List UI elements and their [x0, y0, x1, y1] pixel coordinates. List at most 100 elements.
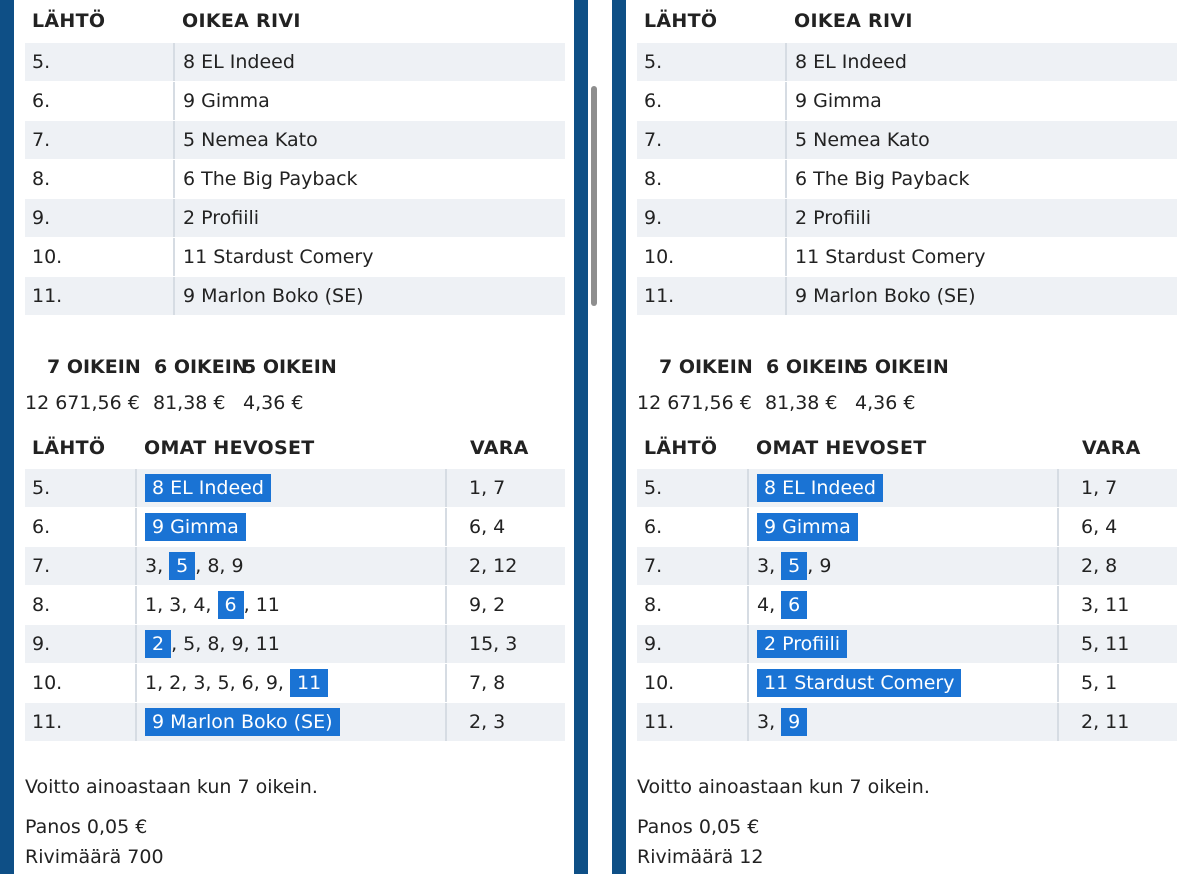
race-number: 8. — [644, 594, 663, 616]
selected-horses: 3, 5, 8, 9 — [135, 547, 445, 585]
race-number: 11. — [32, 285, 63, 307]
own-table-row: 9. 2, 5, 8, 9, 11 15, 3 — [25, 625, 565, 663]
race-number: 8. — [32, 594, 51, 616]
reserve-horses: 1, 7 — [445, 469, 505, 507]
own-table-row: 5. 8 EL Indeed 1, 7 — [25, 469, 565, 507]
selected-horses: 9 Marlon Boko (SE) — [135, 703, 445, 741]
winning-selection-highlight: 11 Stardust Comery — [757, 669, 962, 697]
race-number: 9. — [644, 207, 663, 229]
race-number: 7. — [32, 555, 51, 577]
correct-table-row: 6. 9 Gimma — [25, 82, 565, 120]
race-number: 5. — [32, 477, 51, 499]
race-number: 11. — [644, 711, 675, 733]
selection-list: 1, 2, 3, 5, 6, 9, — [145, 672, 291, 694]
winning-selection-highlight: 8 EL Indeed — [145, 474, 271, 502]
selection-list: , 8, 9 — [195, 555, 244, 577]
reserve-horses: 2, 11 — [1057, 703, 1129, 741]
reserve-horses: 7, 8 — [445, 664, 505, 702]
race-number: 6. — [644, 90, 663, 112]
payout-value: 4,36 € — [855, 392, 916, 414]
winning-selection-highlight: 9 Marlon Boko (SE) — [145, 708, 340, 736]
winning-selection-highlight: 2 Profiili — [757, 630, 848, 658]
own-table-header-horses: OMAT HEVOSET — [144, 437, 315, 459]
race-number: 7. — [32, 129, 51, 151]
correct-table-row: 10. 11 Stardust Comery — [25, 238, 565, 276]
winning-horse: 9 Gimma — [785, 82, 882, 120]
winning-selection-highlight: 11 — [290, 669, 329, 697]
winning-horse: 8 EL Indeed — [785, 43, 907, 81]
selection-list: , 9 — [807, 555, 832, 577]
race-number: 7. — [644, 555, 663, 577]
selection-list: 1, 3, 4, — [145, 594, 218, 616]
reserve-horses: 3, 11 — [1057, 586, 1129, 624]
own-table-row: 9. 2 Profiili 5, 11 — [637, 625, 1177, 663]
selected-horses: 1, 2, 3, 5, 6, 9, 11 — [135, 664, 445, 702]
right-frame-divider — [612, 0, 626, 874]
race-number: 10. — [644, 246, 675, 268]
own-table-row: 11. 9 Marlon Boko (SE) 2, 3 — [25, 703, 565, 741]
winning-selection-highlight: 6 — [217, 591, 244, 619]
left-frame-border — [0, 0, 14, 874]
race-number: 5. — [644, 477, 663, 499]
selected-horses: 1, 3, 4, 6, 11 — [135, 586, 445, 624]
selected-horses: 3, 9 — [747, 703, 1057, 741]
winning-selection-highlight: 6 — [781, 591, 808, 619]
correct-table-header-horse: OIKEA RIVI — [182, 10, 301, 32]
race-number: 9. — [32, 207, 51, 229]
race-number: 10. — [32, 672, 63, 694]
race-number: 5. — [32, 51, 51, 73]
reserve-horses: 15, 3 — [445, 625, 517, 663]
own-table-header-reserve: VARA — [470, 437, 529, 459]
race-number: 10. — [32, 246, 63, 268]
race-number: 8. — [644, 168, 663, 190]
race-number: 6. — [32, 90, 51, 112]
winning-horse: 6 The Big Payback — [785, 160, 970, 198]
selected-horses: 9 Gimma — [747, 508, 1057, 546]
winning-horse: 2 Profiili — [173, 199, 259, 237]
correct-table-row: 10. 11 Stardust Comery — [637, 238, 1177, 276]
selection-list: 3, — [757, 711, 782, 733]
correct-table-header-race: LÄHTÖ — [644, 10, 718, 32]
winning-horse: 6 The Big Payback — [173, 160, 358, 198]
scrollbar[interactable] — [591, 86, 597, 306]
reserve-horses: 9, 2 — [445, 586, 505, 624]
reserve-horses: 5, 1 — [1057, 664, 1117, 702]
correct-table-row: 7. 5 Nemea Kato — [637, 121, 1177, 159]
payout-label: 7 OIKEIN — [47, 356, 141, 378]
own-table-header-race: LÄHTÖ — [644, 437, 718, 459]
selected-horses: 3, 5, 9 — [747, 547, 1057, 585]
race-number: 9. — [32, 633, 51, 655]
race-number: 11. — [644, 285, 675, 307]
winning-horse: 5 Nemea Kato — [785, 121, 930, 159]
own-table-row: 5. 8 EL Indeed 1, 7 — [637, 469, 1177, 507]
winning-selection-highlight: 5 — [781, 552, 808, 580]
race-number: 5. — [644, 51, 663, 73]
own-table-row: 7. 3, 5, 9 2, 8 — [637, 547, 1177, 585]
correct-table-header-horse: OIKEA RIVI — [794, 10, 913, 32]
selection-list: 3, — [145, 555, 170, 577]
winning-horse: 11 Stardust Comery — [785, 238, 985, 276]
payout-value: 81,38 € — [153, 392, 226, 414]
reserve-horses: 6, 4 — [445, 508, 505, 546]
payout-value: 12 671,56 € — [637, 392, 752, 414]
correct-table-row: 5. 8 EL Indeed — [637, 43, 1177, 81]
race-number: 9. — [644, 633, 663, 655]
reserve-horses: 1, 7 — [1057, 469, 1117, 507]
race-number: 8. — [32, 168, 51, 190]
winning-selection-highlight: 9 Gimma — [145, 513, 246, 541]
selection-list: 3, — [757, 555, 782, 577]
selected-horses: 4, 6 — [747, 586, 1057, 624]
stake-amount: Panos 0,05 € — [637, 816, 760, 838]
stake-amount: Panos 0,05 € — [25, 816, 148, 838]
center-frame-divider — [574, 0, 588, 874]
reserve-horses: 6, 4 — [1057, 508, 1117, 546]
correct-table-row: 6. 9 Gimma — [637, 82, 1177, 120]
correct-table-row: 8. 6 The Big Payback — [25, 160, 565, 198]
winning-selection-highlight: 9 Gimma — [757, 513, 858, 541]
winning-horse: 8 EL Indeed — [173, 43, 295, 81]
win-condition-note: Voitto ainoastaan kun 7 oikein. — [637, 776, 930, 798]
selected-horses: 8 EL Indeed — [135, 469, 445, 507]
correct-table-header-race: LÄHTÖ — [32, 10, 106, 32]
race-number: 6. — [32, 516, 51, 538]
winning-horse: 9 Marlon Boko (SE) — [173, 277, 364, 315]
